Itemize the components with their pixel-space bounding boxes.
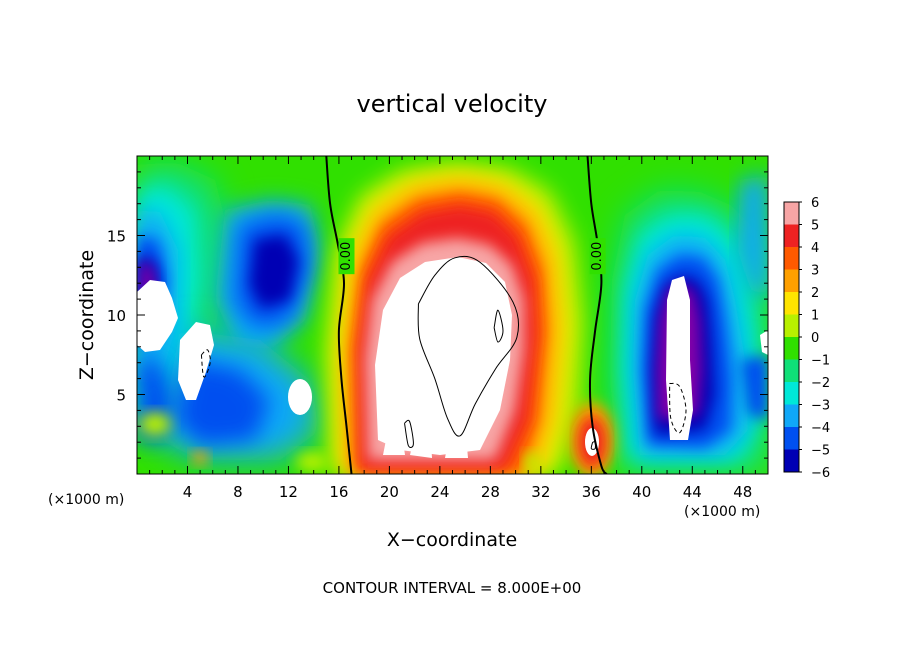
x-axis-label: X−coordinate — [387, 529, 517, 551]
near-surface-features — [139, 412, 540, 472]
contour-label-bg-0 — [338, 238, 355, 275]
colorbar-label-0: 6 — [811, 196, 819, 211]
colorbar-label-12: −6 — [811, 466, 830, 481]
positive-contour-2 — [404, 419, 414, 448]
positive-contour-0 — [417, 255, 520, 437]
chart-title: vertical velocity — [357, 90, 548, 118]
contour-layer: 0.00 0.00 — [200, 156, 687, 474]
colorbar-label-5: 1 — [811, 309, 819, 324]
zero-contour-1 — [586, 156, 608, 474]
colorbar-swatch-0 — [784, 202, 799, 225]
negative-contour-0 — [200, 349, 211, 378]
x-tick-label-8: 8 — [233, 483, 243, 501]
central-updraft-region — [325, 162, 585, 474]
y-tick-label-10: 10 — [107, 307, 126, 325]
colorbar-label-4: 2 — [811, 286, 819, 301]
positive-contour-1 — [493, 309, 504, 343]
colorbar-swatch-9 — [784, 404, 799, 427]
colorbar-label-1: 5 — [811, 219, 819, 234]
x-tick-label-36: 36 — [582, 483, 601, 501]
colorbar: 6 5 4 3 2 1 0 −1 −2 −3 −4 −5 −6 — [783, 196, 830, 481]
positive-contour-3 — [590, 441, 596, 450]
colorbar-label-3: 3 — [811, 264, 819, 279]
colorbar-swatch-1 — [784, 224, 799, 247]
colorbar-label-2: 4 — [811, 241, 819, 256]
colorbar-swatch-3 — [784, 269, 799, 292]
colorbar-swatch-6 — [784, 337, 799, 360]
colorbar-swatch-8 — [784, 382, 799, 405]
right-downdraft-region — [610, 175, 768, 474]
colorbar-swatch-4 — [784, 292, 799, 315]
colorbar-label-6: 0 — [811, 331, 819, 346]
x-tick-label-4: 4 — [183, 483, 193, 501]
x-tick-label-16: 16 — [329, 483, 348, 501]
contour-label-1: 0.00 — [590, 242, 605, 271]
x-tick-label-48: 48 — [733, 483, 752, 501]
contour-interval-footer: CONTOUR INTERVAL = 8.000E+00 — [323, 579, 582, 597]
x-tick-label-20: 20 — [380, 483, 399, 501]
y-axis: 5 10 15 — [107, 171, 768, 459]
colorbar-swatch-10 — [784, 427, 799, 450]
colorbar-label-9: −3 — [811, 399, 830, 414]
x-unit-left: (×1000 m) — [48, 492, 124, 508]
colorbar-label-8: −2 — [811, 376, 830, 391]
y-tick-label-5: 5 — [116, 387, 126, 405]
x-tick-label-24: 24 — [430, 483, 449, 501]
x-tick-label-44: 44 — [683, 483, 702, 501]
x-axis: 4 8 12 16 20 24 28 32 36 40 44 48 — [149, 156, 756, 501]
colorbar-swatch-2 — [784, 247, 799, 270]
negative-contour-1 — [669, 382, 687, 434]
contour-label-bg-1 — [589, 238, 606, 275]
x-unit-right: (×1000 m) — [684, 504, 760, 520]
colorbar-label-7: −1 — [811, 354, 830, 369]
x-tick-label-40: 40 — [632, 483, 651, 501]
colorbar-label-11: −5 — [811, 444, 830, 459]
colorbar-swatch-7 — [784, 359, 799, 382]
colorbar-label-10: −4 — [811, 421, 830, 436]
contour-label-0: 0.00 — [339, 242, 354, 271]
y-tick-label-15: 15 — [107, 228, 126, 246]
colorbar-swatch-11 — [784, 449, 799, 472]
left-white-spots — [137, 280, 312, 415]
colorbar-swatch-5 — [784, 314, 799, 337]
x-tick-label-12: 12 — [279, 483, 298, 501]
zero-contour-0 — [325, 156, 353, 474]
x-tick-label-32: 32 — [531, 483, 550, 501]
plot-field: 0.00 0.00 — [137, 156, 768, 474]
y-axis-label: Z−coordinate — [76, 250, 98, 380]
x-tick-label-28: 28 — [481, 483, 500, 501]
